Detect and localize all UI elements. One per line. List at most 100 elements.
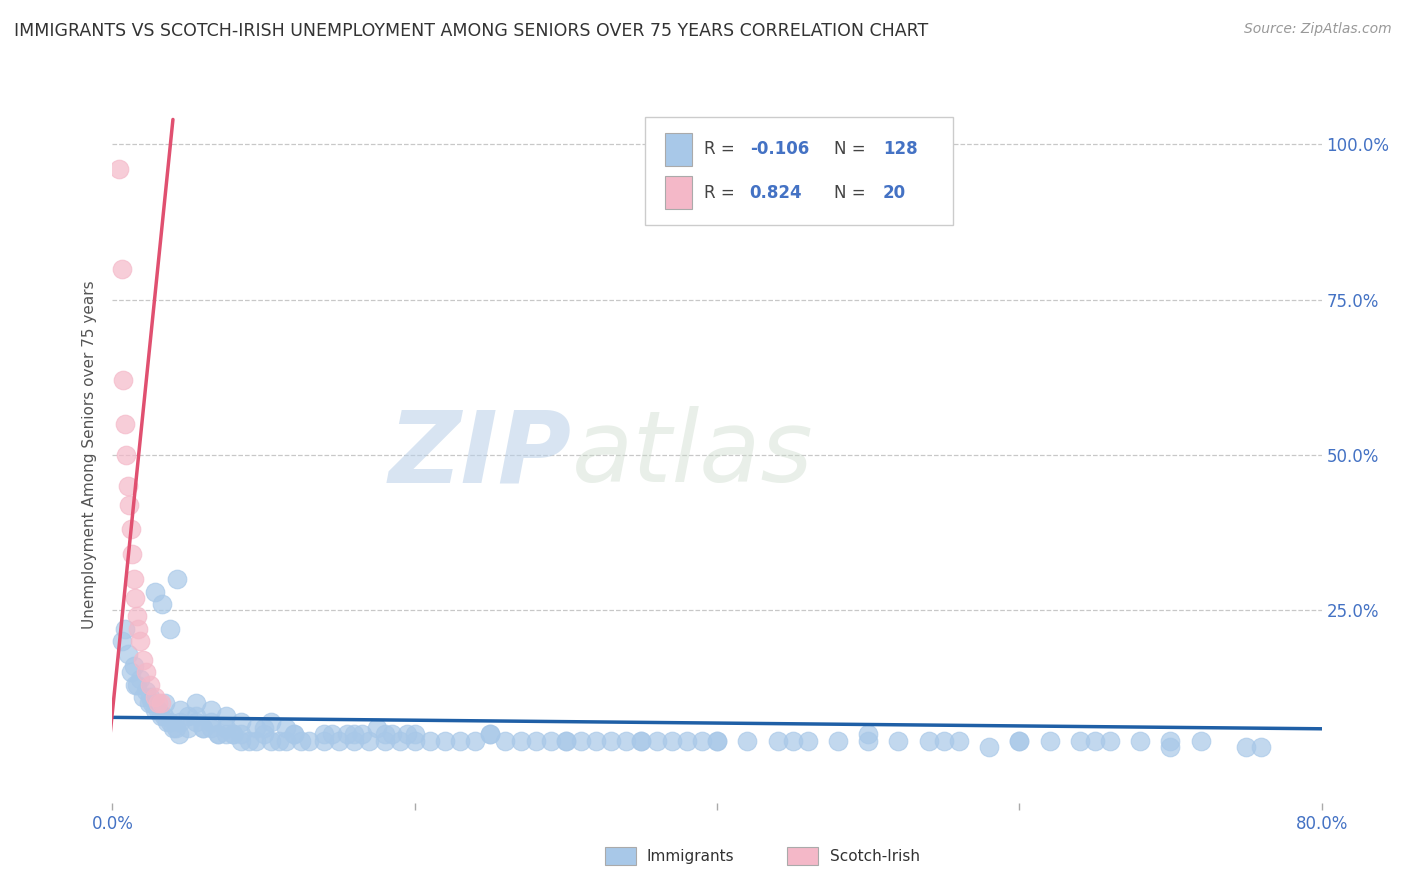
Point [120, 665, 142, 680]
Point [146, 697, 169, 711]
Point [166, 572, 188, 586]
Point [127, 622, 149, 636]
Point [374, 733, 396, 747]
Point [887, 733, 910, 747]
Point [766, 733, 789, 747]
Point [124, 591, 146, 605]
Point [121, 547, 143, 561]
Point [169, 714, 191, 729]
Point [177, 708, 200, 723]
Point [156, 714, 179, 729]
Point [645, 733, 668, 747]
Point [554, 733, 576, 747]
Point [509, 733, 531, 747]
Text: Scotch-Irish: Scotch-Irish [830, 849, 920, 863]
Point [1084, 733, 1107, 747]
Bar [787, 847, 818, 865]
Text: IMMIGRANTS VS SCOTCH-IRISH UNEMPLOYMENT AMONG SENIORS OVER 75 YEARS CORRELATION : IMMIGRANTS VS SCOTCH-IRISH UNEMPLOYMENT … [14, 22, 928, 40]
Text: Source: ZipAtlas.com: Source: ZipAtlas.com [1244, 22, 1392, 37]
Point [110, 261, 132, 276]
Point [143, 584, 166, 599]
Point [388, 733, 411, 747]
Point [321, 727, 343, 741]
Point [122, 659, 145, 673]
Point [120, 523, 142, 537]
Point [135, 684, 157, 698]
Text: 128: 128 [883, 140, 917, 159]
Point [569, 733, 592, 747]
Point [1159, 733, 1181, 747]
Point [245, 721, 267, 735]
Text: -0.106: -0.106 [749, 140, 808, 159]
Point [283, 727, 305, 741]
Point [918, 733, 941, 747]
Text: 20: 20 [883, 184, 905, 202]
Y-axis label: Unemployment Among Seniors over 75 years: Unemployment Among Seniors over 75 years [82, 281, 97, 629]
Point [1234, 739, 1257, 754]
Point [706, 733, 728, 747]
Point [132, 690, 155, 705]
Point [117, 647, 139, 661]
Point [464, 733, 486, 747]
Point [585, 733, 607, 747]
Point [366, 721, 388, 735]
Point [138, 697, 160, 711]
Point [125, 609, 148, 624]
Point [260, 714, 283, 729]
Point [110, 634, 132, 648]
Point [222, 727, 245, 741]
Point [343, 727, 366, 741]
Point [381, 727, 404, 741]
Point [449, 733, 471, 747]
Point [146, 703, 169, 717]
Point [253, 721, 276, 735]
Point [856, 727, 880, 741]
Point [122, 572, 145, 586]
Point [419, 733, 441, 747]
Point [143, 690, 166, 705]
Point [1038, 733, 1062, 747]
Point [479, 727, 502, 741]
Point [117, 479, 139, 493]
Point [690, 733, 713, 747]
Point [1008, 733, 1031, 747]
Point [283, 727, 305, 741]
Point [977, 739, 1000, 754]
Point [1250, 739, 1272, 754]
Text: Immigrants: Immigrants [647, 849, 734, 863]
Point [540, 733, 562, 747]
Point [149, 708, 172, 723]
Point [141, 697, 163, 711]
Point [796, 733, 818, 747]
Point [200, 703, 222, 717]
Point [132, 653, 155, 667]
Text: R =: R = [704, 140, 740, 159]
Point [336, 727, 359, 741]
Point [932, 733, 955, 747]
Point [948, 733, 970, 747]
Point [153, 708, 176, 723]
Point [276, 721, 298, 735]
Point [124, 678, 146, 692]
Point [107, 162, 129, 177]
Point [314, 727, 336, 741]
Point [139, 678, 162, 692]
Point [616, 733, 638, 747]
Point [359, 733, 381, 747]
Point [150, 597, 173, 611]
Point [245, 733, 267, 747]
Point [191, 721, 214, 735]
Point [115, 448, 138, 462]
Point [404, 733, 426, 747]
Text: atlas: atlas [572, 407, 814, 503]
Point [229, 727, 252, 741]
Point [661, 733, 683, 747]
Point [215, 727, 238, 741]
Text: N =: N = [834, 184, 872, 202]
Point [554, 733, 576, 747]
Point [207, 727, 229, 741]
Point [128, 672, 150, 686]
Point [184, 714, 207, 729]
Point [114, 417, 136, 431]
Point [207, 727, 229, 741]
